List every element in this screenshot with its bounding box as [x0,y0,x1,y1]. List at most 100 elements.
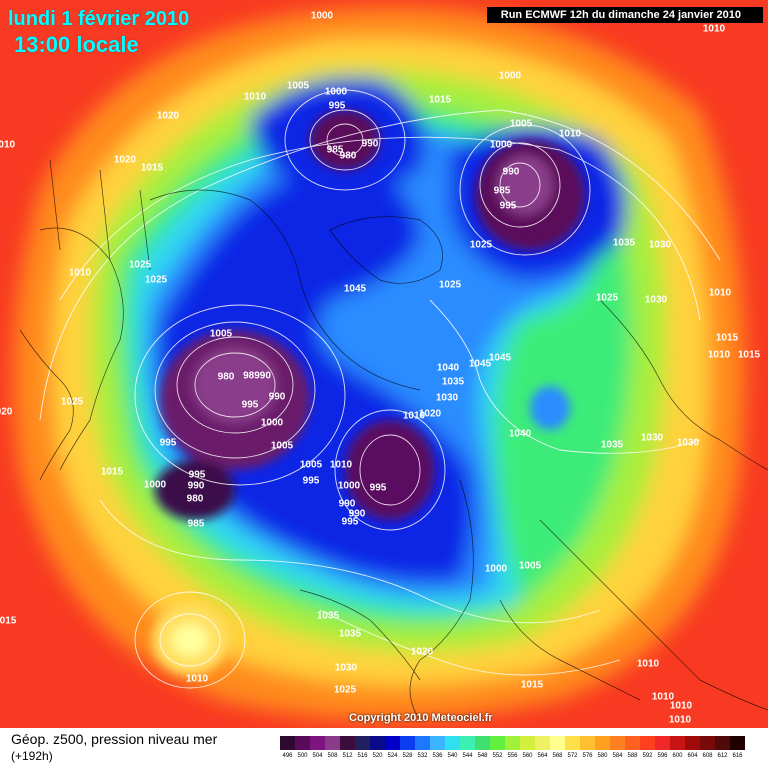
color-scale-label: 568 [552,753,563,759]
isobar-label: 98990 [243,371,271,382]
color-scale-swatch [535,736,550,750]
isobar-label: 985 [188,519,205,530]
color-scale-label: 560 [522,753,533,759]
color-scale-swatch [280,736,295,750]
forecast-time: 13:00 locale [14,32,139,57]
color-scale-label: 548 [477,753,488,759]
isobar-label: 1045 [489,353,512,364]
color-scale [280,736,745,750]
isobar-label: 1010 [0,140,16,151]
isobar-label: 1010 [637,659,660,670]
high-center-pacific-core [172,624,208,656]
color-scale-label: 500 [297,753,308,759]
color-scale-swatch [475,736,490,750]
isobar-label: 1025 [145,275,168,286]
isobar-label: 995 [500,201,517,212]
color-scale-label: 576 [582,753,593,759]
isobar-label: 1005 [287,81,310,92]
isobar-label: 1020 [114,155,137,166]
isobar-label: 1010 [330,460,353,471]
color-scale-label: 528 [402,753,413,759]
isobar-label: 995 [303,476,320,487]
forecast-date: lundi 1 février 2010 [8,8,190,30]
color-scale-swatch [310,736,325,750]
color-scale-label: 596 [657,753,668,759]
low-center-greenland-sea-core [497,155,553,215]
isobar-label: 1000 [499,71,522,82]
isobar-label: 1015 [101,467,124,478]
isobar-label: 1030 [677,438,700,449]
isobar-labels: 1000101010051000995985980990101510001005… [0,11,761,726]
color-scale-label: 564 [537,753,548,759]
low-center-alaska-gulf [155,460,235,520]
isobar-label: 1030 [645,295,668,306]
isobar-label: 1010 [709,288,732,299]
isobar-label: 1005 [510,119,533,130]
isobar-label: 020 [0,407,13,418]
isobar-label: 1035 [317,611,340,622]
color-scale-label: 600 [672,753,683,759]
isobar-label: 980 [187,494,204,505]
isobar-label: 1025 [61,397,84,408]
isobar-label: 1020 [419,409,442,420]
color-scale-swatch [550,736,565,750]
isobar-label: 1020 [157,111,180,122]
isobar-label: 1030 [641,433,664,444]
isobar-label: 1025 [470,240,493,251]
isobar-label: 1010 [670,701,693,712]
high-center-siberia [530,386,570,430]
isobar-label: 1035 [442,377,465,388]
isobar-label: 995 [329,101,346,112]
footer: Géop. z500, pression niveau mer (+192h) … [0,728,768,768]
color-scale-label: 616 [732,753,743,759]
isobar-label: 1010 [244,92,267,103]
color-scale-swatch [370,736,385,750]
color-scale-label: 592 [642,753,653,759]
isobar-label: 1010 [708,350,731,361]
color-scale-label: 552 [492,753,503,759]
color-scale-swatch [340,736,355,750]
color-scale-swatch [730,736,745,750]
isobar-label: 1000 [261,418,284,429]
color-scale-label: 588 [627,753,638,759]
isobar-label: 1030 [335,663,358,674]
isobar-label: 990 [503,167,520,178]
isobar-label: 1045 [469,359,492,370]
isobar-label: 1010 [559,129,582,140]
isobar-label: 1000 [490,140,513,151]
isobar-label: 990 [362,139,379,150]
color-scale-label: 536 [432,753,443,759]
color-scale-swatch [595,736,610,750]
isobar-label: 1020 [411,647,434,658]
color-scale-swatch [610,736,625,750]
isobar-label: 980 [218,372,235,383]
isobar-label: 1010 [669,715,692,726]
color-scale-swatch [520,736,535,750]
color-scale-swatch [640,736,655,750]
isobar-label: 1010 [403,411,426,422]
color-scale-label: 584 [612,753,623,759]
isobar-label: 1040 [509,429,532,440]
color-scale-label: 612 [717,753,728,759]
color-scale-swatch [565,736,580,750]
geopotential-map: 1000 1010 1005 1000 995 985 980 990 1015 1000 1005… [0,0,768,728]
color-scale-swatch [715,736,730,750]
isobar-label: 995 [242,400,259,411]
color-scale-label: 556 [507,753,518,759]
color-scale-label: 524 [387,753,398,759]
isobar-label: 1040 [437,363,460,374]
footer-title: Géop. z500, pression niveau mer [11,731,218,747]
isobar-label: 1035 [339,629,362,640]
color-scale-label: 572 [567,753,578,759]
color-scale-swatch [445,736,460,750]
isobar-label: 1015 [716,333,739,344]
color-scale-label: 532 [417,753,428,759]
isobar-label: 1000 [485,564,508,575]
isobar-label: 1000 [311,11,334,22]
isobar-label: 995 [342,517,359,528]
isobar-label: 1005 [271,441,294,452]
isobar-label: 1015 [521,680,544,691]
isobar-label: 1005 [519,561,542,572]
color-scale-label: 504 [312,753,323,759]
